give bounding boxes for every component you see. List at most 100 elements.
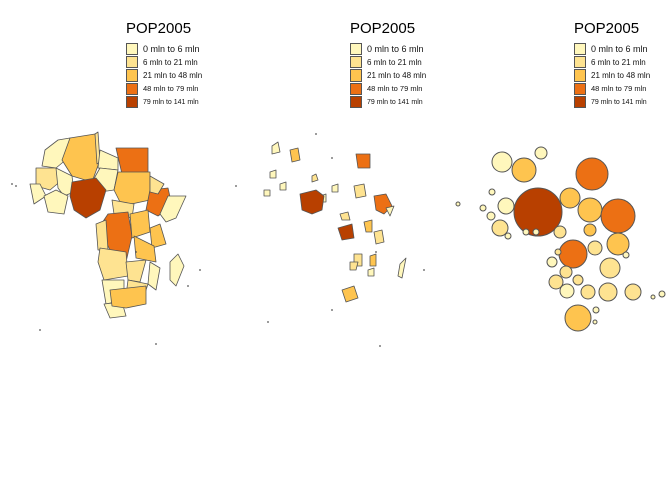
country-shape — [289, 147, 301, 163]
country-shape — [373, 229, 385, 245]
country-symbol — [532, 228, 540, 236]
legend-item: 48 mln to 79 mln — [574, 82, 650, 96]
country-shape — [115, 147, 149, 175]
country-symbol — [599, 257, 621, 279]
country-symbol — [513, 187, 563, 237]
island-dot — [331, 157, 333, 159]
country-symbol — [504, 232, 512, 240]
country-shape — [97, 149, 119, 171]
country-shape — [385, 205, 395, 217]
legend-title: POP2005 — [350, 20, 416, 37]
legend-item: 6 mln to 21 mln — [574, 55, 650, 69]
legend-label: 79 mln to 141 mln — [591, 98, 647, 106]
country-shape — [129, 209, 151, 239]
country-shape — [279, 181, 287, 191]
country-shape — [363, 219, 373, 233]
legend-label: 0 mln to 6 mln — [591, 43, 648, 54]
country-shape — [337, 223, 355, 241]
legend-rows: 0 mln to 6 mln 6 mln to 21 mln 21 mln to 4… — [126, 42, 202, 109]
country-symbol — [598, 282, 618, 302]
country-symbol — [592, 306, 600, 314]
legend-label: 21 mln to 48 mln — [143, 70, 203, 80]
country-symbol — [658, 290, 666, 298]
island-dot — [267, 321, 269, 323]
legend-item: 79 mln to 141 mln — [574, 96, 650, 109]
legend-item: 48 mln to 79 mln — [350, 82, 426, 96]
legend-label: 21 mln to 48 mln — [591, 70, 651, 80]
country-symbol — [559, 265, 573, 279]
legend-swatch — [350, 55, 362, 69]
country-symbol — [491, 219, 509, 237]
legend-swatch — [350, 96, 362, 109]
country-symbol — [554, 248, 562, 256]
cartogram-panel: POP2005 0 mln to 6 mln 6 mln to 21 mln 21 … — [224, 0, 448, 480]
legend-swatch — [574, 69, 586, 82]
country-shape — [149, 175, 165, 195]
country-shape — [331, 183, 339, 193]
legend-label: 0 mln to 6 mln — [143, 43, 200, 54]
country-shape — [311, 173, 319, 183]
country-symbol — [486, 211, 496, 221]
island-dot — [331, 309, 333, 311]
legend-rows: 0 mln to 6 mln 6 mln to 21 mln 21 mln to 4… — [574, 42, 650, 109]
island-dot — [375, 251, 377, 253]
country-symbol — [497, 197, 515, 215]
legend-item: 21 mln to 48 mln — [350, 69, 426, 82]
legend-item: 21 mln to 48 mln — [574, 69, 650, 82]
island-dot — [235, 185, 237, 187]
country-symbol — [553, 225, 567, 239]
cartogram-map — [235, 133, 425, 347]
country-shape — [355, 153, 371, 169]
legend-item: 6 mln to 21 mln — [126, 55, 202, 69]
country-shape — [55, 167, 75, 197]
legend-item: 6 mln to 21 mln — [350, 55, 426, 69]
country-symbol — [564, 304, 592, 332]
choropleth-map — [11, 131, 201, 345]
country-symbol — [587, 240, 603, 256]
country-symbol — [522, 228, 530, 236]
legend-label: 0 mln to 6 mln — [367, 43, 424, 54]
island-dot — [135, 251, 137, 253]
legend-swatch — [126, 96, 138, 109]
country-symbol — [572, 274, 584, 286]
country-symbol — [455, 201, 461, 207]
country-symbol — [488, 188, 496, 196]
legend-item: 0 mln to 6 mln — [350, 42, 426, 55]
island-dot — [315, 133, 317, 135]
choropleth-panel: POP2005 0 mln to 6 mln 6 mln to 21 mln 21 … — [0, 0, 224, 480]
legend-title: POP2005 — [574, 20, 640, 37]
island-dot — [155, 343, 157, 345]
country-shape — [299, 189, 325, 215]
bubble-map — [455, 146, 666, 332]
legend-title: POP2005 — [126, 20, 192, 37]
country-symbol — [559, 187, 581, 209]
country-symbol — [580, 284, 596, 300]
country-shape — [69, 177, 107, 219]
country-shape — [367, 267, 375, 277]
country-symbol — [577, 197, 603, 223]
legend-label: 79 mln to 141 mln — [367, 98, 423, 106]
country-symbol — [491, 151, 513, 173]
legend-cartogram: POP2005 0 mln to 6 mln 6 mln to 21 mln 21 … — [350, 20, 426, 109]
country-shape — [113, 171, 151, 207]
legend-label: 6 mln to 21 mln — [367, 57, 422, 67]
legend-label: 6 mln to 21 mln — [591, 57, 646, 67]
island-dot — [187, 285, 189, 287]
legend-swatch — [126, 82, 138, 96]
legend-swatch — [126, 42, 138, 55]
legend-label: 48 mln to 79 mln — [143, 84, 199, 94]
country-shape — [397, 257, 407, 279]
legend-swatch — [350, 42, 362, 55]
country-symbol — [558, 239, 588, 269]
island-dot — [39, 329, 41, 331]
island-dot — [379, 345, 381, 347]
legend-rows: 0 mln to 6 mln 6 mln to 21 mln 21 mln to 4… — [350, 42, 426, 109]
country-shape — [169, 253, 185, 287]
legend-swatch — [574, 82, 586, 96]
legend-swatch — [574, 55, 586, 69]
country-symbol — [546, 256, 558, 268]
island-dot — [15, 185, 17, 187]
country-shape — [341, 285, 359, 303]
legend-label: 48 mln to 79 mln — [591, 84, 647, 94]
country-symbol — [559, 283, 575, 299]
